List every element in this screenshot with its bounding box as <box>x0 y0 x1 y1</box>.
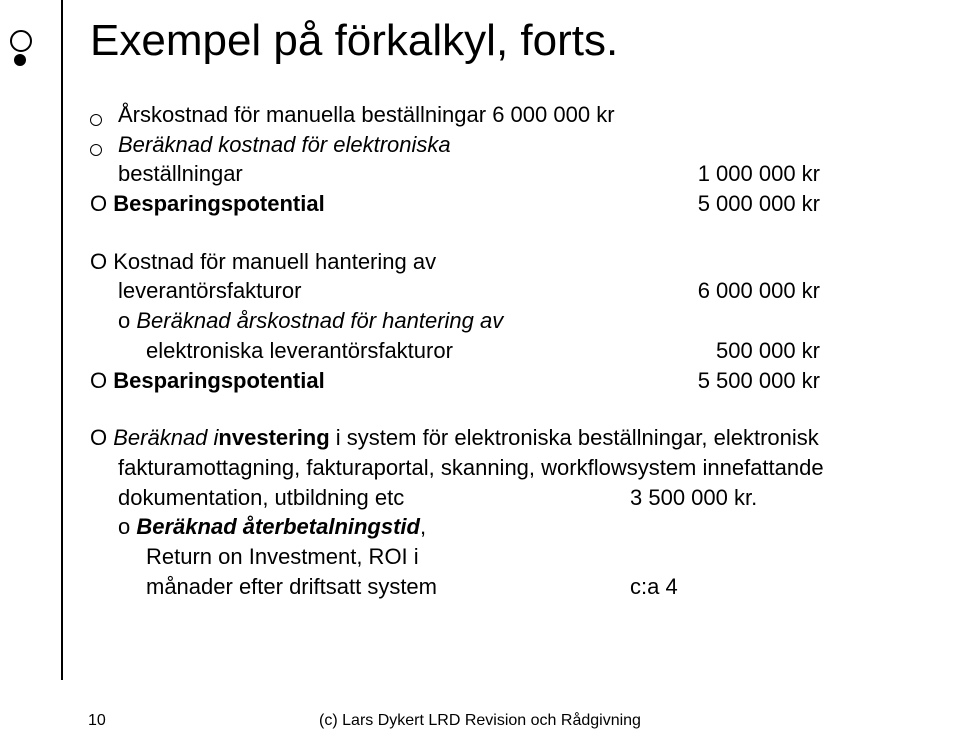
bullet-ring-icon <box>90 144 102 156</box>
value: 500 000 kr <box>620 336 920 366</box>
text-line: O Kostnad för manuell hantering av <box>90 247 920 277</box>
text-span: , <box>420 514 426 539</box>
page-title: Exempel på förkalkyl, forts. <box>90 16 618 66</box>
list-item: månader efter driftsatt system c:a 4 <box>90 572 920 602</box>
list-item: O Beräknad investering i system för elek… <box>90 423 920 453</box>
value: 3 500 000 kr. <box>630 483 920 513</box>
value: 5 500 000 kr <box>620 366 920 396</box>
o-prefix: o <box>118 514 136 539</box>
list-item: beställningar 1 000 000 kr <box>90 159 920 189</box>
text-line: Beräknad årskostnad för hantering av <box>136 308 503 333</box>
list-item: Return on Investment, ROI i <box>90 542 920 572</box>
list-item: leverantörsfakturor 6 000 000 kr <box>90 276 920 306</box>
text-line: Besparingspotential <box>113 191 324 216</box>
text-line: månader efter driftsatt system <box>118 572 630 602</box>
text-line: fakturamottagning, fakturaportal, skanni… <box>118 453 920 483</box>
text-line: leverantörsfakturor <box>118 276 620 306</box>
value: 6 000 000 kr <box>620 276 920 306</box>
o-prefix: o <box>118 308 136 333</box>
list-item: Beräknad kostnad för elektroniska <box>90 130 920 160</box>
text-line: dokumentation, utbildning etc <box>118 483 630 513</box>
list-item: O Besparingspotential 5 000 000 kr <box>90 189 920 219</box>
o-prefix: O <box>90 191 113 216</box>
text-line: beställningar <box>118 159 620 189</box>
filled-circle-icon <box>14 54 26 66</box>
vertical-rule <box>61 0 63 680</box>
slide: Exempel på förkalkyl, forts. Årskostnad … <box>0 0 960 748</box>
list-item: o Beräknad årskostnad för hantering av <box>90 306 920 336</box>
text-line: Besparingspotential <box>113 368 324 393</box>
text-span: i system för elektroniska beställningar,… <box>330 425 819 450</box>
list-item: fakturamottagning, fakturaportal, skanni… <box>90 453 920 483</box>
text-line: Return on Investment, ROI i <box>118 542 920 572</box>
text-line: Beräknad kostnad för elektroniska <box>118 130 920 160</box>
open-circle-icon <box>10 30 32 52</box>
text-line: elektroniska leverantörsfakturor <box>118 336 620 366</box>
value: 5 000 000 kr <box>620 189 920 219</box>
list-item: dokumentation, utbildning etc 3 500 000 … <box>90 483 920 513</box>
content-area: Årskostnad för manuella beställningar 6 … <box>90 100 920 601</box>
list-item: o Beräknad återbetalningstid, <box>90 512 920 542</box>
copyright: (c) Lars Dykert LRD Revision och Rådgivn… <box>0 712 960 730</box>
text-span: Beräknad i <box>113 425 218 450</box>
text-span: nvestering <box>218 425 329 450</box>
o-prefix: O <box>90 368 113 393</box>
list-item: O Besparingspotential 5 500 000 kr <box>90 366 920 396</box>
list-item: elektroniska leverantörsfakturor 500 000… <box>90 336 920 366</box>
text-line: Årskostnad för manuella beställningar 6 … <box>118 100 920 130</box>
list-item: O Kostnad för manuell hantering av <box>90 247 920 277</box>
bullet-ring-icon <box>90 114 102 126</box>
value: c:a 4 <box>630 572 920 602</box>
text-span: Beräknad återbetalningstid <box>136 514 420 539</box>
value: 1 000 000 kr <box>620 159 920 189</box>
o-prefix: O <box>90 425 113 450</box>
list-item: Årskostnad för manuella beställningar 6 … <box>90 100 920 130</box>
